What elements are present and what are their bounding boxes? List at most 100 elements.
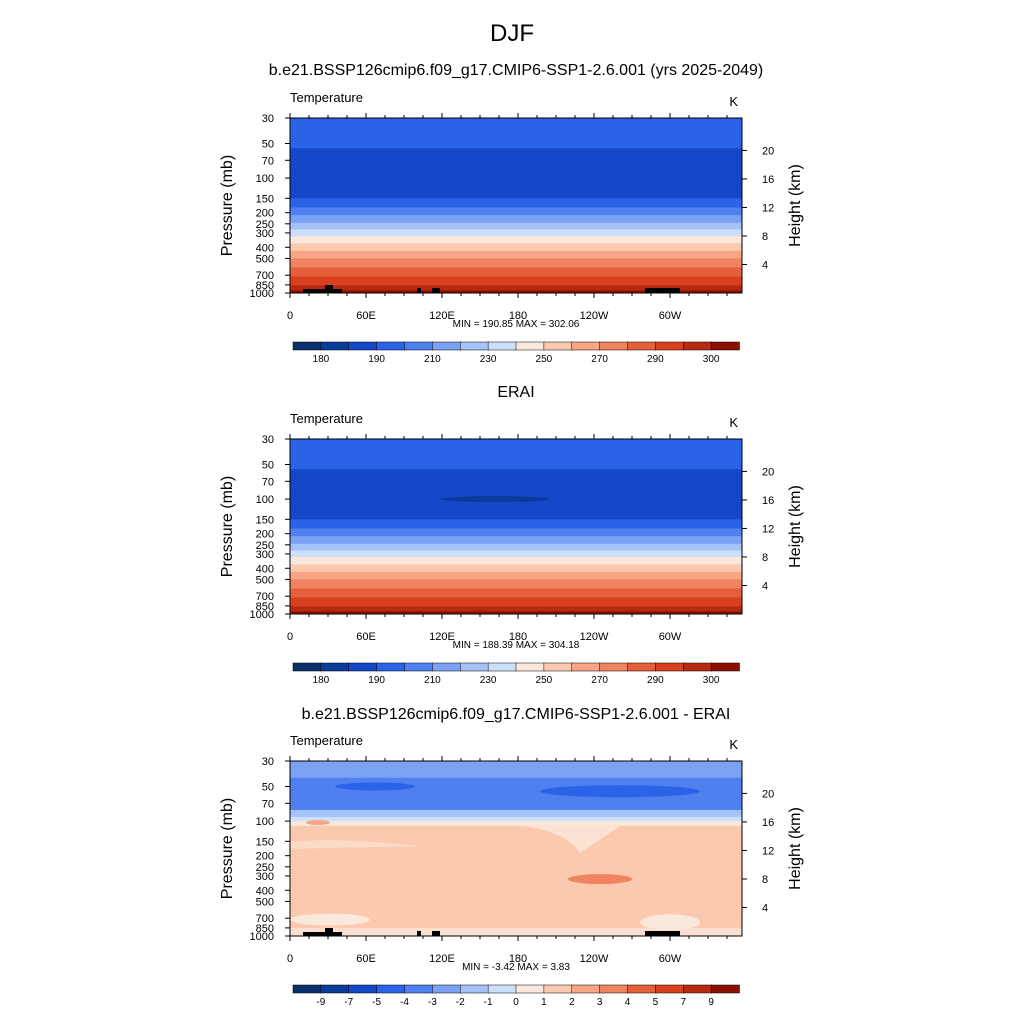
topography-mask: [303, 932, 325, 936]
y-right-tick-label: 20: [762, 788, 774, 800]
weak-anomaly: [520, 825, 620, 854]
y-right-tick-label: 4: [762, 902, 768, 914]
contour-band: [290, 536, 742, 545]
colorbar-label: 230: [480, 354, 497, 365]
contour-band: [290, 250, 742, 259]
y-right-tick-label: 8: [762, 552, 768, 564]
y-axis-label: Pressure (mb): [219, 155, 236, 256]
panel-3: 3050701001502002503004005007008501000201…: [219, 733, 804, 1008]
colorbar-swatch: [655, 984, 684, 994]
colorbar-swatch: [599, 984, 629, 994]
colorbar-swatch: [515, 984, 545, 994]
topography-mask: [333, 932, 342, 936]
contour-band: [290, 469, 742, 520]
contour-band: [290, 588, 742, 599]
y-tick-label: 30: [262, 434, 274, 446]
y-right-tick-label: 16: [762, 174, 774, 186]
y-tick-label: 250: [256, 540, 274, 552]
colorbar-swatch: [627, 662, 657, 672]
colorbar-swatch: [376, 984, 406, 994]
colorbar-swatch: [571, 984, 601, 994]
contour-band: [290, 198, 742, 208]
colorbar-label: 180: [313, 675, 330, 686]
weak-anomaly: [290, 913, 370, 926]
y-axis-right-label: Height (km): [787, 807, 804, 890]
colorbar-swatch: [460, 984, 489, 994]
y-right-tick-label: 4: [762, 580, 768, 592]
contour-band: [290, 557, 742, 565]
y-axis-right-label: Height (km): [787, 164, 804, 247]
colorbar-swatch: [710, 341, 740, 351]
x-tick-label: 60E: [356, 953, 376, 965]
colorbar-swatch: [515, 341, 545, 351]
colorbar-swatch: [320, 341, 350, 351]
colorbar-label: 0: [513, 997, 519, 1008]
y-tick-label: 200: [256, 851, 274, 863]
contour-band: [290, 290, 742, 294]
colorbar-swatch: [348, 662, 378, 672]
y-tick-label: 500: [256, 896, 274, 908]
contour-band: [290, 207, 742, 216]
colorbar-label: 3: [597, 997, 603, 1008]
y-tick-label: 50: [262, 459, 274, 471]
y-right-tick-label: 12: [762, 202, 774, 214]
colorbar-label: 250: [536, 675, 553, 686]
colorbar-swatch: [348, 984, 378, 994]
colorbar-swatch: [599, 662, 629, 672]
colorbar-swatch: [683, 984, 712, 994]
y-right-tick-label: 20: [762, 145, 774, 157]
colorbar-label: 2: [569, 997, 575, 1008]
y-tick-label: 200: [256, 529, 274, 541]
y-right-tick-label: 16: [762, 817, 774, 829]
colorbar-label: 250: [536, 354, 553, 365]
colorbar-swatch: [432, 984, 461, 994]
x-tick-label: 0: [287, 631, 293, 643]
topography-mask: [645, 288, 680, 293]
contour-band: [290, 519, 742, 529]
colorbar-swatch: [432, 662, 461, 672]
contour-band: [290, 761, 742, 779]
colorbar-swatch: [487, 984, 517, 994]
y-tick-label: 30: [262, 756, 274, 768]
y-tick-label: 850: [256, 601, 274, 613]
plot-frame: [289, 438, 743, 615]
x-tick-label: 120W: [580, 310, 609, 322]
contour-band: [290, 243, 742, 252]
y-right-tick-label: 20: [762, 466, 774, 478]
panel-1: 3050701001502002503004005007008501000201…: [219, 90, 804, 365]
x-tick-label: 120W: [580, 953, 609, 965]
y-tick-label: 70: [262, 155, 274, 167]
colorbar-label: 210: [424, 354, 441, 365]
colorbar-swatch: [404, 341, 434, 351]
min-max-stats: MIN = 188.39 MAX = 304.18: [453, 640, 580, 651]
y-tick-label: 50: [262, 138, 274, 150]
contour-band: [290, 267, 742, 278]
y-tick-label: 70: [262, 798, 274, 810]
panel-left-label: Temperature: [290, 411, 363, 426]
colorbar-label: 5: [653, 997, 659, 1008]
x-tick-label: 60W: [659, 631, 682, 643]
colorbar-swatch: [292, 662, 322, 672]
contour-band: [290, 821, 742, 827]
contour-band: [290, 564, 742, 573]
y-tick-label: 150: [256, 836, 274, 848]
colorbar-swatch: [543, 341, 573, 351]
colorbar-label: -7: [344, 997, 353, 1008]
y-tick-label: 850: [256, 923, 274, 935]
topography-mask: [432, 931, 440, 936]
x-tick-label: 60E: [356, 631, 376, 643]
x-tick-label: 120E: [429, 631, 455, 643]
colorbar-swatch: [487, 662, 517, 672]
y-right-tick-label: 16: [762, 495, 774, 507]
y-tick-label: 70: [262, 476, 274, 488]
x-tick-label: 180: [509, 310, 527, 322]
topography-mask: [303, 289, 325, 293]
colorbar-swatch: [627, 341, 657, 351]
contour-band: [290, 215, 742, 224]
contour-band: [290, 611, 742, 615]
x-tick-label: 120W: [580, 631, 609, 643]
contour-band: [290, 550, 742, 558]
panel-left-label: Temperature: [290, 733, 363, 748]
x-tick-label: 0: [287, 310, 293, 322]
colorbar-label: 300: [703, 675, 720, 686]
